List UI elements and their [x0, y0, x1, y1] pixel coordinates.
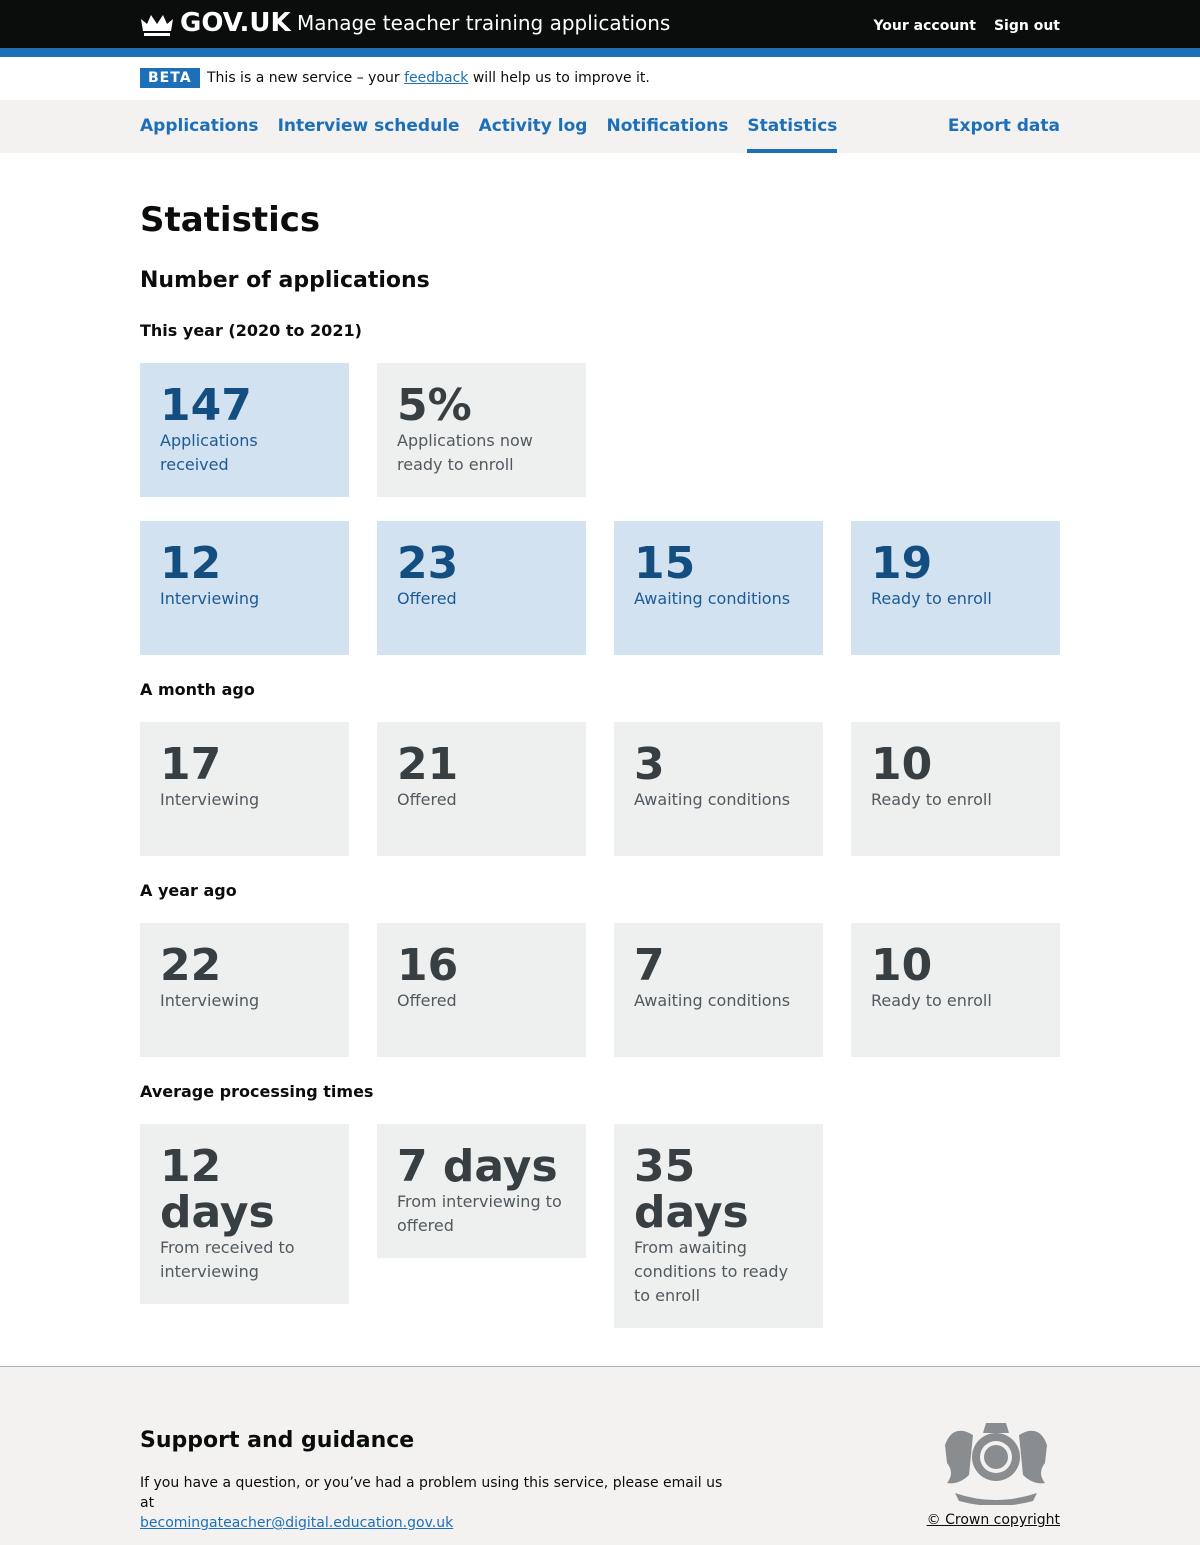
section-title: This year (2020 to 2021): [140, 321, 362, 340]
stat-label: Offered: [397, 589, 457, 608]
copyright-link[interactable]: © Crown copyright: [926, 1512, 1060, 1528]
text: This is a new service – your: [207, 70, 400, 86]
card-row: 147 Applications received 5% Applications n…: [140, 363, 1060, 497]
nav-link[interactable]: Notifications: [606, 116, 729, 136]
stat-number: 3: [634, 739, 665, 790]
stat-label: Interviewing: [160, 991, 260, 1010]
stat-number: 7 days: [397, 1141, 558, 1192]
card-row: 12 Interviewing 23 Offered 15 Awaiting condit…: [140, 521, 1060, 655]
footer-text: If you have a question, or you’ve had a …: [140, 1473, 740, 1533]
stat-card: 10 Ready to enroll: [851, 722, 1060, 856]
stat-card: 19 Ready to enroll: [851, 521, 1060, 655]
nav-items: Applications Interview schedule Activity l…: [140, 100, 838, 153]
stat-number: 35 days: [634, 1141, 749, 1238]
stat-card: 147 Applications received: [140, 363, 349, 497]
nav-link[interactable]: Statistics: [747, 100, 838, 153]
stat-card: 7 days From interviewing to offered: [377, 1124, 586, 1258]
email-link[interactable]: becomingateacher@digital.education.gov.u…: [140, 1515, 454, 1531]
stat-label: Offered: [397, 991, 457, 1010]
stat-label: Applications received: [160, 431, 258, 474]
page-title: Statistics: [140, 200, 321, 240]
feedback-link[interactable]: feedback: [404, 70, 469, 86]
stat-label: Awaiting conditions: [634, 991, 791, 1010]
stat-number: 19: [871, 538, 933, 589]
stat-card: 7 Awaiting conditions: [614, 923, 823, 1057]
stat-card: 23 Offered: [377, 521, 586, 655]
export-link[interactable]: Export data: [947, 116, 1060, 136]
stat-card: 21 Offered: [377, 722, 586, 856]
stat-card: 10 Ready to enroll: [851, 923, 1060, 1057]
stat-label: Awaiting conditions: [634, 790, 791, 809]
text: If you have a question, or you’ve had a …: [140, 1475, 723, 1511]
stat-card: 12 Interviewing: [140, 521, 349, 655]
stat-number: 12: [160, 538, 222, 589]
stat-label: From awaiting conditions to ready to enr…: [634, 1238, 789, 1305]
stat-label: Awaiting conditions: [634, 589, 791, 608]
stat-label: Offered: [397, 790, 457, 809]
heading: Number of applications: [140, 268, 430, 293]
header: GOV.UK Manage teacher training applicati…: [0, 0, 1200, 48]
nav-link[interactable]: Applications: [140, 116, 259, 136]
stat-card: 3 Awaiting conditions: [614, 722, 823, 856]
stat-label: Interviewing: [160, 790, 260, 809]
card-row: 12 days From received to interviewing 7 da…: [140, 1124, 1060, 1328]
stat-label: Applications now ready to enroll: [397, 431, 533, 474]
stat-label: Ready to enroll: [871, 589, 992, 608]
text: will help us to improve it.: [472, 70, 650, 86]
stat-label: From received to interviewing: [160, 1238, 295, 1281]
navigation: Applications Interview schedule Activity l…: [0, 100, 1200, 153]
stat-number: 17: [160, 739, 222, 790]
stat-card: 15 Awaiting conditions: [614, 521, 823, 655]
header-link[interactable]: Sign out: [993, 18, 1060, 34]
stat-number: 22: [160, 940, 222, 991]
stat-card: 17 Interviewing: [140, 722, 349, 856]
stat-card: 22 Interviewing: [140, 923, 349, 1057]
card-row: 22 Interviewing 16 Offered 7 Awaiting conditi…: [140, 923, 1060, 1057]
section-title: A month ago: [140, 680, 255, 699]
logo-text: GOV.UK: [180, 8, 291, 38]
logo[interactable]: GOV.UK: [140, 8, 291, 38]
stat-number: 7: [634, 940, 665, 991]
main: Statistics Number of applications This y…: [0, 153, 1200, 1366]
stat-label: From interviewing to offered: [397, 1192, 562, 1235]
stat-card: 35 days From awaiting conditions to ready…: [614, 1124, 823, 1328]
stat-card: 16 Offered: [377, 923, 586, 1057]
stat-number: 21: [397, 739, 459, 790]
section-title: A year ago: [140, 881, 237, 900]
crown-icon: [141, 15, 173, 36]
phase-text: This is a new service – your feedback wi…: [207, 70, 650, 86]
stat-number: 15: [634, 538, 696, 589]
footer: Support and guidance If you have a quest…: [0, 1366, 1200, 1545]
stat-card: 5% Applications now ready to enroll: [377, 363, 586, 497]
phase-banner: BETA This is a new service – your feedba…: [0, 57, 1200, 100]
header-bar: [0, 48, 1200, 57]
card-row: 17 Interviewing 21 Offered 3 Awaiting conditi…: [140, 722, 1060, 856]
section-title: Average processing times: [140, 1082, 374, 1101]
crest: [945, 1423, 1047, 1505]
footer-title: Support and guidance: [140, 1428, 415, 1453]
nav-link[interactable]: Activity log: [478, 116, 588, 136]
stat-number: 10: [871, 739, 933, 790]
stat-label: Interviewing: [160, 589, 260, 608]
stat-number: 16: [397, 940, 459, 991]
service-name[interactable]: Manage teacher training applications: [297, 11, 671, 35]
stat-number: 23: [397, 538, 459, 589]
header-links: Your account Sign out: [873, 18, 1060, 34]
stat-card: 12 days From received to interviewing: [140, 1124, 349, 1304]
header-link[interactable]: Your account: [873, 18, 976, 34]
phase-tag: BETA: [140, 68, 200, 88]
stat-number: 147: [160, 380, 252, 431]
stat-label: Ready to enroll: [871, 991, 992, 1010]
stat-number: 12 days: [160, 1141, 275, 1238]
stat-label: Ready to enroll: [871, 790, 992, 809]
stat-number: 5%: [397, 380, 472, 431]
nav-link[interactable]: Interview schedule: [277, 116, 460, 136]
stat-number: 10: [871, 940, 933, 991]
